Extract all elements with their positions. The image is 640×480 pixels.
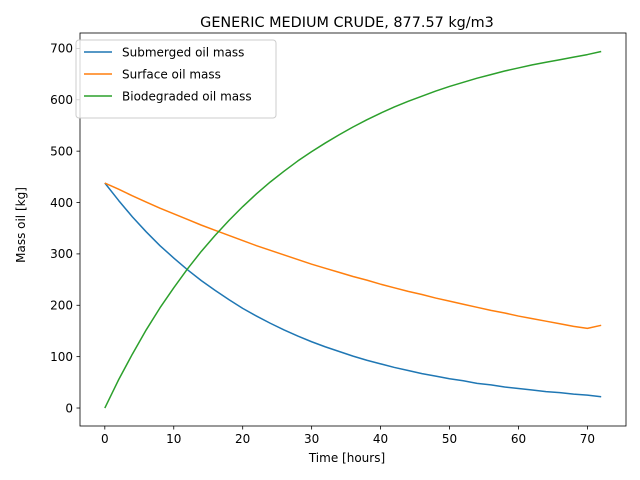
- x-axis-label: Time [hours]: [308, 451, 385, 465]
- chart-title: GENERIC MEDIUM CRUDE, 877.57 kg/m3: [200, 15, 494, 31]
- axes-frame: [79, 32, 627, 427]
- legend-box: [75, 39, 277, 119]
- y-axis: 0 100 200 300 400 500 600 700: [50, 42, 80, 415]
- x-tick-label: 50: [442, 432, 457, 446]
- x-tick-label: 20: [235, 432, 250, 446]
- x-tick-label: 0: [101, 432, 109, 446]
- y-axis-label: Mass oil [kg]: [14, 187, 28, 263]
- legend-label-biodegraded-oil-mass: Biodegraded oil mass: [122, 89, 252, 103]
- x-tick-label: 70: [580, 432, 595, 446]
- series-line-surface-oil-mass: [104, 182, 602, 330]
- y-tick-label: 0: [65, 401, 73, 415]
- y-tick-label: 700: [50, 42, 73, 56]
- y-tick-label: 300: [50, 247, 73, 261]
- x-tick-label: 60: [511, 432, 526, 446]
- y-tick-label: 400: [50, 196, 73, 210]
- y-tick-label: 500: [50, 144, 73, 158]
- x-tick-label: 40: [373, 432, 388, 446]
- series-line-submerged-oil-mass: [104, 182, 602, 398]
- legend: Submerged oil mass Surface oil mass Biodeg…: [75, 39, 277, 119]
- y-tick-label: 600: [50, 93, 73, 107]
- y-tick-label: 100: [50, 350, 73, 364]
- x-tick-label: 10: [166, 432, 181, 446]
- y-tick-label: 200: [50, 299, 73, 313]
- legend-label-surface-oil-mass: Surface oil mass: [122, 67, 221, 81]
- series-line-biodegraded-oil-mass: [104, 50, 602, 409]
- x-axis: 0 10 20 30 40 50 60 70: [101, 426, 595, 446]
- legend-label-submerged-oil-mass: Submerged oil mass: [122, 45, 244, 59]
- x-tick-label: 30: [304, 432, 319, 446]
